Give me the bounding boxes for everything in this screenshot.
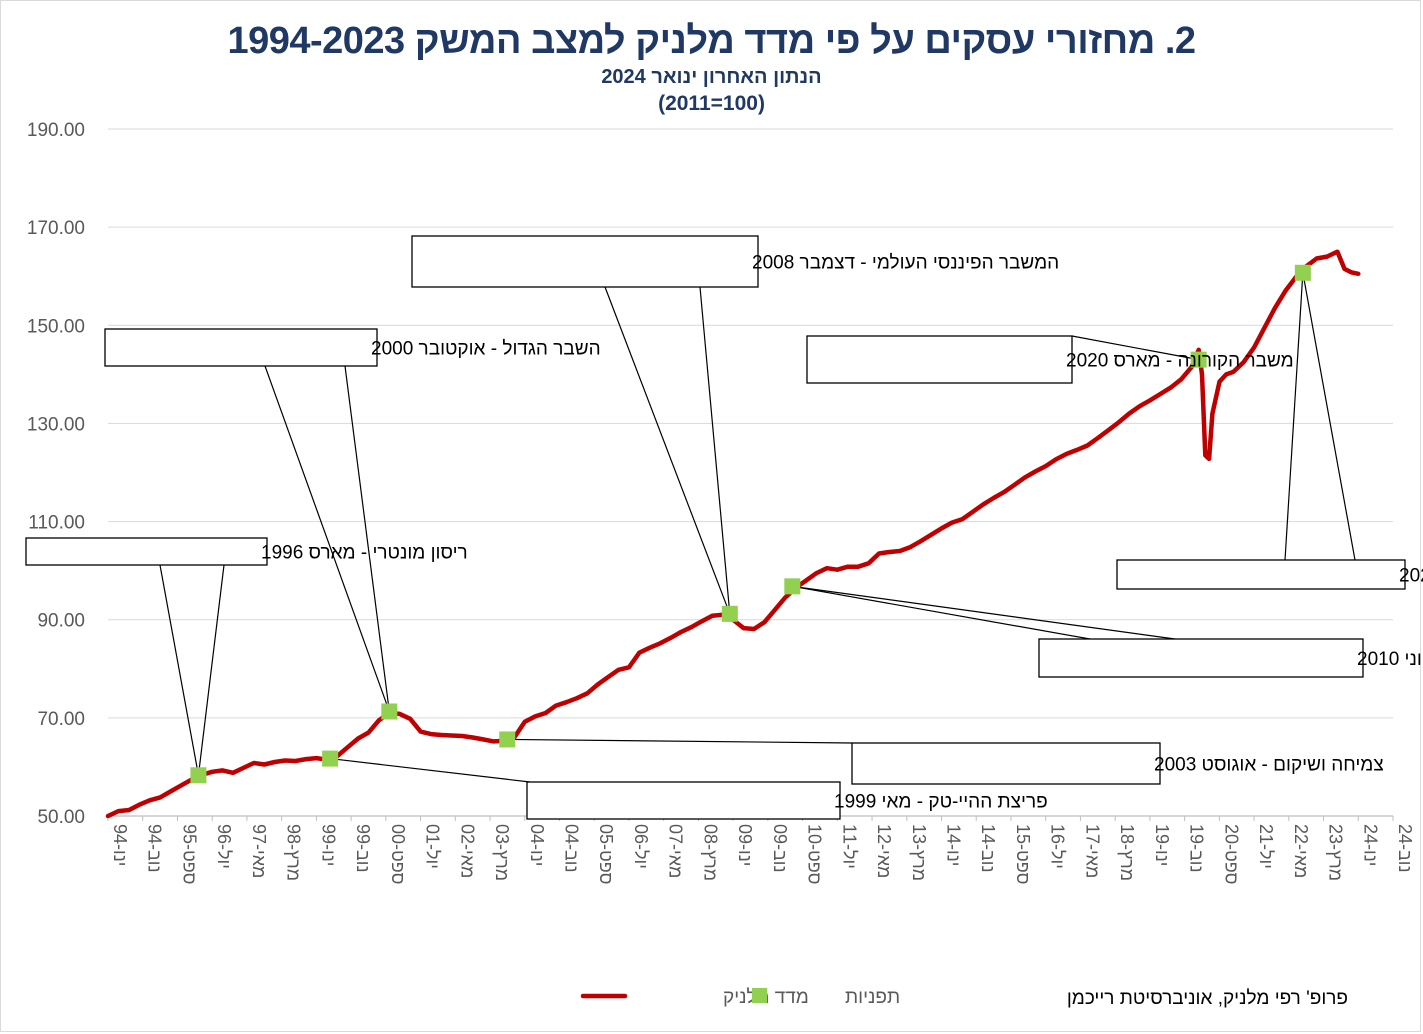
x-tick-label: נוב-04 [561,824,581,872]
y-tick-label: 70.00 [37,709,85,730]
credit-text: פרופ' רפי מלניק, אוניברסיטת רייכמן [1066,988,1348,1009]
annotation-leader-line [699,286,731,614]
y-tick-label: 90.00 [37,611,85,632]
annotation-leader-line [1302,272,1356,561]
x-tick-label: מרץ-18 [1117,824,1137,881]
turning-point-marker [322,750,339,767]
y-tick-label: 50.00 [37,807,85,828]
x-tick-label: מאי-22 [1291,824,1311,878]
x-tick-label: מרץ-03 [492,824,512,881]
chart-subtitle-last-data: הנתון האחרון ינואר 2024 [601,66,822,88]
annotation-box [806,335,1073,384]
annotation-leader-line [792,585,1091,640]
x-tick-label: נוב-99 [353,824,373,872]
annotation-label: המשבר הפיננסי העולמי - דצמבר 2008 [752,253,1059,274]
chart-title: 2. מחזורי עסקים על פי מדד מלניק למצב המש… [227,20,1196,62]
annotation-leader-line [1284,272,1304,561]
x-tick-label: ינו-94 [110,824,130,866]
x-tick-label: מרץ-98 [284,824,304,881]
x-tick-label: מאי-02 [457,824,477,878]
x-tick-label: ספט-95 [179,824,199,884]
x-tick-label: ינו-09 [735,824,755,866]
x-tick-label: יול-96 [214,824,234,869]
annotation-box [1116,559,1406,590]
legend-swatch-marker [752,988,767,1003]
x-tick-label: נוב-19 [1187,824,1207,872]
annotation-leader-line [1071,335,1199,361]
annotation-leader-line [330,757,531,783]
annotation-box [1038,638,1364,678]
annotation-leader-line [344,365,390,712]
x-tick-label: ספט-10 [805,824,825,884]
turning-point-marker [1294,264,1311,281]
x-tick-label: נוב-94 [145,824,165,872]
annotation-leader-line [604,286,731,615]
turning-point-marker [1190,351,1207,368]
chart-subtitle-base-year: (100=2011) [658,92,765,115]
annotation-box [411,235,759,288]
x-tick-label: נוב-09 [770,824,790,872]
x-tick-label: יול-21 [1256,824,1276,869]
x-tick-label: יול-11 [839,824,859,869]
x-tick-label: ספט-20 [1221,824,1241,884]
x-tick-label: ספט-00 [388,824,408,884]
annotation-box [25,537,268,566]
x-tick-label: ינו-24 [1360,824,1380,866]
annotation-label: השבר הגדול - אוקטובר 2000 [371,339,601,360]
x-tick-label: מאי-07 [666,824,686,878]
x-tick-label: ינו-04 [527,824,547,866]
annotation-label: המחזור הנוכחי - ספטמבר 2022 [1399,566,1423,587]
x-tick-label: מאי-97 [249,824,269,878]
y-tick-label: 170.00 [27,218,85,239]
y-tick-label: 130.00 [27,414,85,435]
x-tick-label: ספט-05 [596,824,616,884]
annotation-label: ריסון מונטרי - מארס 1996 [261,543,468,564]
annotation-leader-line [264,365,390,712]
x-tick-label: יול-01 [423,824,443,869]
turning-point-marker [381,703,398,720]
turning-point-marker [499,731,516,748]
annotation-leader-line [159,564,200,776]
x-tick-label: מאי-12 [874,824,894,878]
x-tick-label: נוב-24 [1395,824,1415,872]
annotation-box [851,742,1161,785]
annotation-label: גידול תוצר ממושך - יוני 2010 [1357,649,1423,670]
x-tick-label: יול-06 [631,824,651,869]
y-tick-label: 190.00 [27,120,85,141]
x-tick-label: מרץ-23 [1326,824,1346,881]
annotation-box [526,781,841,820]
y-tick-label: 110.00 [28,513,85,534]
annotation-label: צמיחה ושיקום - אוגוסט 2003 [1154,755,1384,776]
x-tick-label: מאי-17 [1082,824,1102,878]
legend-label-turning-points: תפניות [845,987,900,1008]
x-tick-label: נוב-14 [978,824,998,872]
annotation-leader-line [197,564,225,776]
annotation-leader-line [507,738,853,744]
y-tick-label: 150.00 [27,316,85,337]
x-tick-label: ינו-19 [1152,824,1172,866]
annotation-label: פריצת ההיי-טק - מאי 1999 [834,792,1048,813]
annotation-label: משבר הקורונה - מארס 2020 [1066,351,1294,372]
turning-point-marker [721,605,738,622]
x-tick-label: ינו-14 [944,824,964,866]
x-tick-label: מרץ-13 [909,824,929,881]
x-tick-label: ספט-15 [1013,824,1033,884]
x-tick-label: מרץ-08 [700,824,720,881]
annotation-leader-line [792,585,1176,640]
x-tick-label: יול-16 [1048,824,1068,869]
x-tick-label: ינו-99 [318,824,338,866]
annotation-box [104,328,378,367]
turning-point-marker [784,578,801,595]
turning-point-marker [190,767,207,784]
